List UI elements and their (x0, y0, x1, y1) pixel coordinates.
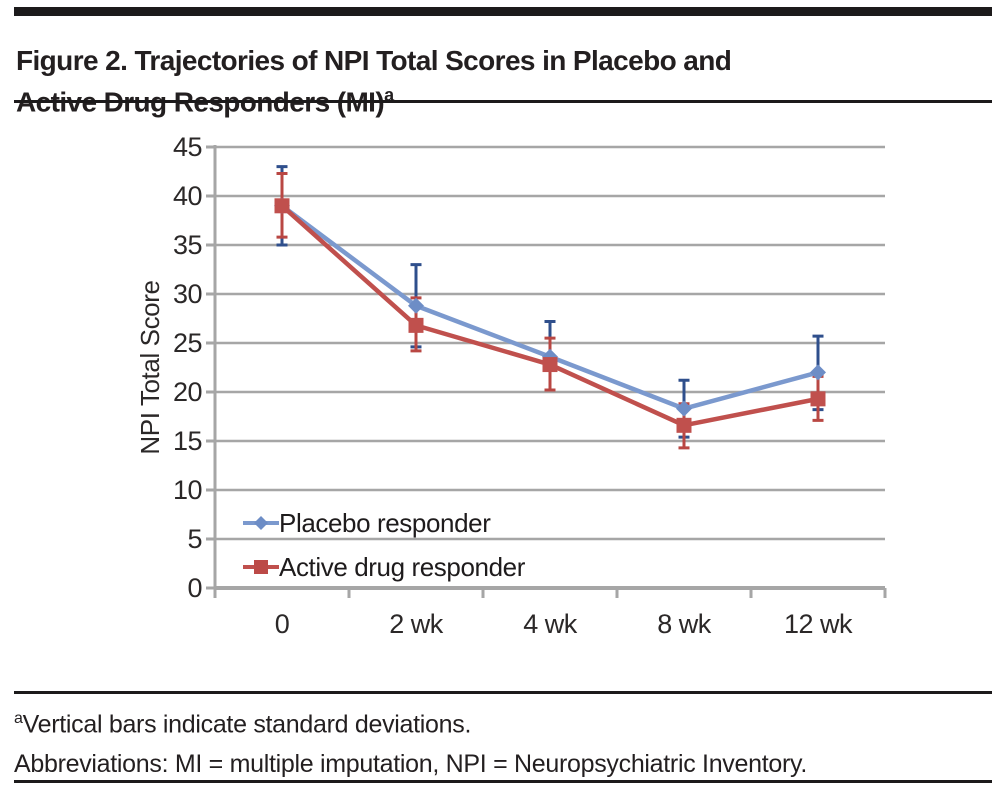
y-tick-label: 45 (172, 132, 203, 162)
footnote-line2: Abbreviations: MI = multiple imputation,… (14, 744, 994, 784)
data-point-marker-active-drug (676, 417, 692, 433)
y-tick-label: 0 (187, 573, 202, 603)
y-tick-label: 5 (187, 524, 202, 554)
data-point-marker-active-drug (408, 317, 424, 333)
y-axis-title: NPI Total Score (135, 280, 165, 455)
data-point-marker-placebo (408, 297, 424, 314)
data-point-marker-active-drug (542, 357, 558, 373)
y-tick-label: 20 (172, 377, 203, 407)
figure-title-superscript: a (384, 84, 394, 105)
legend-entry-placebo: Placebo responder (243, 501, 525, 545)
title-divider-rule (14, 100, 992, 103)
figure-title-line1: Figure 2. Trajectories of NPI Total Scor… (16, 44, 732, 76)
plot-area (206, 145, 887, 598)
legend-label-placebo: Placebo responder (279, 507, 491, 538)
y-tick-label: 30 (172, 279, 203, 309)
y-tick-label: 40 (172, 181, 203, 211)
placebo-series-marker-icon (243, 516, 279, 530)
footnote-divider-rule (14, 691, 992, 694)
chart-legend: Placebo responder Active drug responder (243, 501, 525, 589)
error-bars-placebo (276, 165, 824, 439)
footnote-line1: aVertical bars indicate standard deviati… (14, 699, 994, 744)
figure-footnote: aVertical bars indicate standard deviati… (14, 699, 994, 784)
data-point-marker-active-drug (274, 198, 290, 214)
legend-label-active-drug: Active drug responder (279, 551, 525, 582)
active-drug-series-marker-icon (243, 560, 279, 574)
x-tick-label: 12 wk (783, 609, 853, 639)
error-bars-active-drug (276, 171, 824, 450)
y-tick-label: 15 (172, 426, 203, 456)
top-rule-bar (14, 7, 992, 16)
footnote-superscript: a (14, 710, 23, 727)
bottom-rule-bar (14, 780, 992, 783)
x-tick-label: 0 (274, 609, 290, 639)
y-tick-label: 10 (172, 475, 203, 505)
x-tick-label: 8 wk (657, 609, 711, 639)
x-tick-label: 2 wk (389, 609, 443, 639)
y-tick-label: 35 (172, 230, 203, 260)
footnote-line2-text: Abbreviations: MI = multiple imputation,… (14, 750, 807, 779)
data-point-marker-active-drug (810, 391, 826, 407)
figure-title: Figure 2. Trajectories of NPI Total Scor… (16, 44, 981, 119)
footnote-line1-text: Vertical bars indicate standard deviatio… (22, 710, 472, 739)
x-tick-label: 4 wk (523, 609, 577, 639)
data-point-marker-placebo (676, 400, 692, 417)
data-point-marker-placebo (810, 364, 826, 381)
legend-entry-active-drug: Active drug responder (243, 545, 525, 589)
y-tick-label: 25 (172, 328, 203, 358)
